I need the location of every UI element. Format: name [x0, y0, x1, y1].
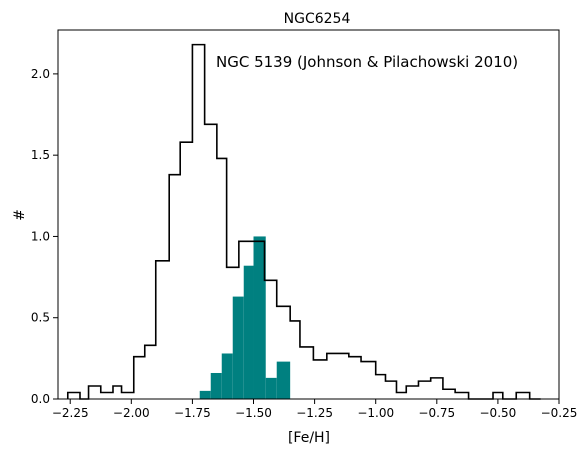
y-tick-label: 0.5 — [31, 311, 50, 325]
x-tick-label: −0.50 — [480, 406, 517, 420]
y-tick-label: 0.0 — [31, 392, 50, 406]
y-tick-label: 1.5 — [31, 148, 50, 162]
filled-histogram-bar — [243, 265, 254, 399]
x-tick-label: −2.25 — [52, 406, 89, 420]
x-tick-label: −1.75 — [174, 406, 211, 420]
x-tick-label: −0.25 — [541, 406, 578, 420]
filled-histogram-bar — [265, 377, 277, 399]
x-tick-label: −0.75 — [418, 406, 455, 420]
chart-title: NGC6254 — [284, 11, 351, 27]
plot-frame — [57, 29, 560, 400]
filled-histogram-bar — [232, 296, 244, 399]
x-axis-label: [Fe/H] — [288, 430, 330, 446]
x-tick-label: −1.25 — [296, 406, 333, 420]
y-axis-label: # — [12, 209, 28, 221]
x-tick-label: −1.50 — [235, 406, 272, 420]
y-tick-label: 2.0 — [31, 67, 50, 81]
filled-histogram-bar — [276, 361, 291, 399]
filled-histogram-bar — [199, 390, 211, 399]
outline-histogram-series — [66, 43, 541, 400]
filled-histogram-bar — [210, 372, 222, 399]
filled-histogram-bar — [253, 236, 266, 399]
y-tick-label: 1.0 — [31, 229, 50, 243]
chart-annotation: NGC 5139 (Johnson & Pilachowski 2010) — [216, 53, 518, 71]
x-tick-label: −1.00 — [357, 406, 394, 420]
filled-histogram-bar — [221, 353, 233, 399]
x-tick-label: −2.00 — [113, 406, 150, 420]
